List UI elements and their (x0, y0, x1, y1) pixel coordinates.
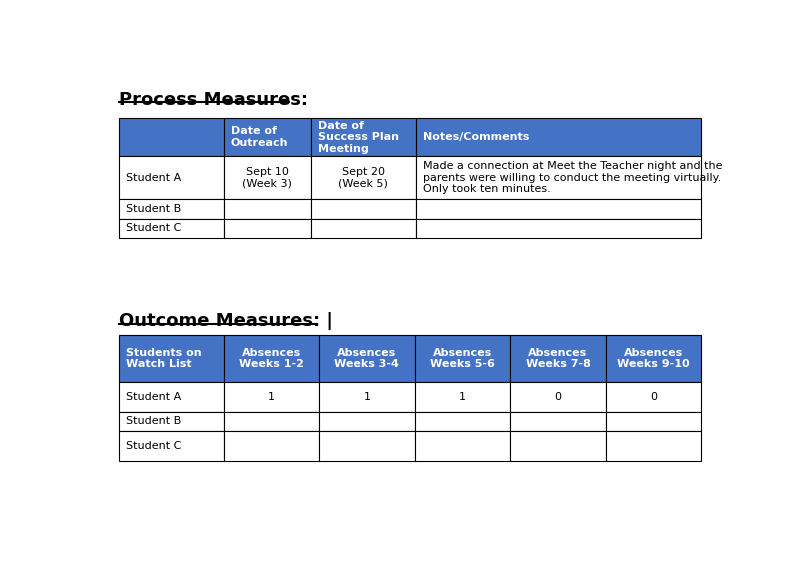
FancyBboxPatch shape (606, 335, 702, 382)
Text: Process Measures:: Process Measures: (118, 91, 308, 109)
FancyBboxPatch shape (118, 219, 223, 238)
Text: Student A: Student A (126, 173, 182, 183)
FancyBboxPatch shape (319, 431, 414, 461)
FancyBboxPatch shape (606, 431, 702, 461)
FancyBboxPatch shape (416, 199, 702, 219)
FancyBboxPatch shape (118, 156, 223, 199)
FancyBboxPatch shape (510, 382, 606, 411)
FancyBboxPatch shape (319, 335, 414, 382)
Text: Absences
Weeks 3-4: Absences Weeks 3-4 (334, 348, 399, 369)
Text: Student C: Student C (126, 224, 182, 234)
FancyBboxPatch shape (416, 118, 702, 156)
FancyBboxPatch shape (118, 411, 223, 431)
FancyBboxPatch shape (606, 382, 702, 411)
FancyBboxPatch shape (223, 156, 311, 199)
FancyBboxPatch shape (319, 382, 414, 411)
Text: Absences
Weeks 5-6: Absences Weeks 5-6 (430, 348, 495, 369)
Text: Students on
Watch List: Students on Watch List (126, 348, 202, 369)
FancyBboxPatch shape (223, 219, 311, 238)
Text: 1: 1 (268, 392, 274, 402)
Text: Student B: Student B (126, 204, 182, 214)
FancyBboxPatch shape (118, 431, 223, 461)
Text: Absences
Weeks 9-10: Absences Weeks 9-10 (618, 348, 690, 369)
Text: Student B: Student B (126, 416, 182, 426)
Text: Absences
Weeks 7-8: Absences Weeks 7-8 (526, 348, 590, 369)
FancyBboxPatch shape (223, 118, 311, 156)
FancyBboxPatch shape (223, 199, 311, 219)
FancyBboxPatch shape (319, 411, 414, 431)
FancyBboxPatch shape (223, 382, 319, 411)
Text: Outcome Measures: |: Outcome Measures: | (118, 312, 333, 330)
FancyBboxPatch shape (311, 199, 416, 219)
FancyBboxPatch shape (510, 335, 606, 382)
FancyBboxPatch shape (223, 335, 319, 382)
Text: Student C: Student C (126, 441, 182, 451)
Text: Made a connection at Meet the Teacher night and the
parents were willing to cond: Made a connection at Meet the Teacher ni… (423, 161, 722, 194)
FancyBboxPatch shape (414, 382, 510, 411)
Text: Notes/Comments: Notes/Comments (423, 132, 530, 142)
FancyBboxPatch shape (223, 431, 319, 461)
FancyBboxPatch shape (118, 118, 223, 156)
Text: 0: 0 (650, 392, 657, 402)
FancyBboxPatch shape (510, 431, 606, 461)
FancyBboxPatch shape (416, 156, 702, 199)
Text: 1: 1 (459, 392, 466, 402)
FancyBboxPatch shape (414, 431, 510, 461)
FancyBboxPatch shape (223, 411, 319, 431)
FancyBboxPatch shape (311, 118, 416, 156)
Text: Sept 20
(Week 5): Sept 20 (Week 5) (338, 167, 388, 188)
Text: Sept 10
(Week 3): Sept 10 (Week 3) (242, 167, 292, 188)
FancyBboxPatch shape (414, 335, 510, 382)
FancyBboxPatch shape (414, 411, 510, 431)
FancyBboxPatch shape (118, 382, 223, 411)
FancyBboxPatch shape (311, 219, 416, 238)
FancyBboxPatch shape (606, 411, 702, 431)
FancyBboxPatch shape (311, 156, 416, 199)
Text: 0: 0 (554, 392, 562, 402)
Text: Date of
Success Plan
Meeting: Date of Success Plan Meeting (318, 120, 399, 154)
Text: Student A: Student A (126, 392, 182, 402)
FancyBboxPatch shape (118, 335, 223, 382)
FancyBboxPatch shape (118, 199, 223, 219)
Text: Date of
Outreach: Date of Outreach (231, 126, 289, 148)
Text: Absences
Weeks 1-2: Absences Weeks 1-2 (239, 348, 304, 369)
Text: 1: 1 (363, 392, 370, 402)
FancyBboxPatch shape (510, 411, 606, 431)
FancyBboxPatch shape (416, 219, 702, 238)
